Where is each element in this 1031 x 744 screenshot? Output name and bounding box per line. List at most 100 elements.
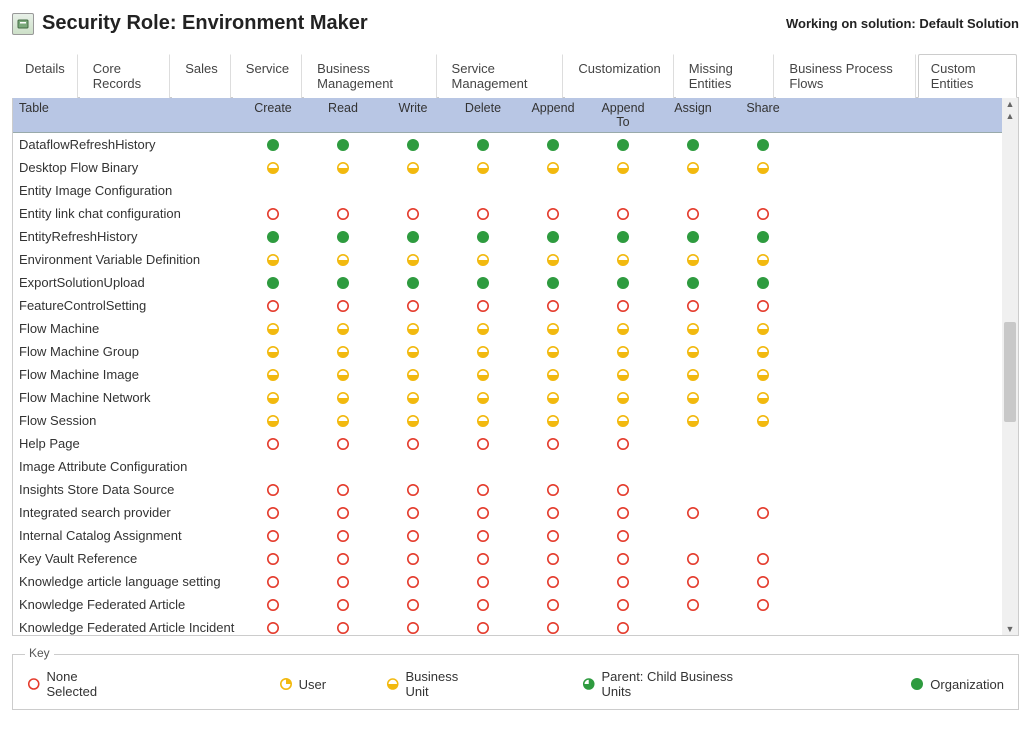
privilege-cell[interactable] (658, 299, 728, 313)
privilege-cell[interactable] (378, 299, 448, 313)
privilege-cell[interactable] (658, 138, 728, 152)
privilege-cell[interactable] (658, 253, 728, 267)
privilege-cell[interactable] (448, 529, 518, 543)
privilege-cell[interactable] (588, 322, 658, 336)
privilege-cell[interactable] (588, 299, 658, 313)
privilege-cell[interactable] (448, 345, 518, 359)
privilege-cell[interactable] (658, 552, 728, 566)
tab-service[interactable]: Service (233, 54, 302, 98)
privilege-cell[interactable] (448, 575, 518, 589)
privilege-cell[interactable] (518, 230, 588, 244)
privilege-cell[interactable] (308, 138, 378, 152)
privilege-cell[interactable] (448, 253, 518, 267)
privilege-cell[interactable] (448, 207, 518, 221)
privilege-cell[interactable] (308, 598, 378, 612)
privilege-cell[interactable] (518, 552, 588, 566)
privilege-cell[interactable] (658, 506, 728, 520)
privilege-cell[interactable] (378, 207, 448, 221)
privilege-cell[interactable] (728, 207, 798, 221)
privilege-cell[interactable] (518, 161, 588, 175)
privilege-cell[interactable] (448, 483, 518, 497)
privilege-cell[interactable] (658, 230, 728, 244)
privilege-cell[interactable] (378, 138, 448, 152)
privilege-cell[interactable] (238, 506, 308, 520)
privilege-cell[interactable] (588, 391, 658, 405)
privilege-cell[interactable] (238, 322, 308, 336)
privilege-cell[interactable] (518, 529, 588, 543)
tab-missing-entities[interactable]: Missing Entities (676, 54, 775, 98)
privilege-cell[interactable] (448, 506, 518, 520)
scroll-down-arrow[interactable]: ▼ (1005, 623, 1016, 635)
privilege-cell[interactable] (308, 207, 378, 221)
privilege-cell[interactable] (658, 368, 728, 382)
privilege-cell[interactable] (378, 161, 448, 175)
privilege-cell[interactable] (658, 414, 728, 428)
privilege-cell[interactable] (728, 391, 798, 405)
privilege-cell[interactable] (308, 483, 378, 497)
privilege-cell[interactable] (588, 598, 658, 612)
privilege-cell[interactable] (658, 276, 728, 290)
privilege-cell[interactable] (238, 299, 308, 313)
privilege-cell[interactable] (378, 552, 448, 566)
privilege-cell[interactable] (378, 575, 448, 589)
privilege-cell[interactable] (728, 276, 798, 290)
privilege-cell[interactable] (448, 414, 518, 428)
privilege-cell[interactable] (378, 483, 448, 497)
privilege-cell[interactable] (518, 506, 588, 520)
privilege-cell[interactable] (448, 138, 518, 152)
privilege-cell[interactable] (518, 253, 588, 267)
privilege-cell[interactable] (588, 207, 658, 221)
privilege-cell[interactable] (448, 230, 518, 244)
privilege-cell[interactable] (238, 161, 308, 175)
privilege-cell[interactable] (308, 299, 378, 313)
privilege-cell[interactable] (238, 230, 308, 244)
tab-customization[interactable]: Customization (565, 54, 673, 98)
privilege-cell[interactable] (728, 552, 798, 566)
privilege-cell[interactable] (238, 414, 308, 428)
privilege-cell[interactable] (658, 391, 728, 405)
tab-service-management[interactable]: Service Management (439, 54, 564, 98)
privilege-cell[interactable] (588, 575, 658, 589)
privilege-cell[interactable] (238, 276, 308, 290)
privilege-cell[interactable] (238, 253, 308, 267)
vertical-scrollbar[interactable]: ▲ ▲ ▼ (1002, 98, 1018, 635)
privilege-cell[interactable] (238, 598, 308, 612)
privilege-cell[interactable] (238, 437, 308, 451)
privilege-cell[interactable] (518, 138, 588, 152)
privilege-cell[interactable] (378, 414, 448, 428)
privilege-cell[interactable] (238, 345, 308, 359)
privilege-cell[interactable] (518, 621, 588, 635)
privilege-cell[interactable] (518, 276, 588, 290)
privilege-cell[interactable] (308, 552, 378, 566)
privilege-cell[interactable] (588, 506, 658, 520)
privilege-cell[interactable] (658, 322, 728, 336)
privilege-cell[interactable] (588, 621, 658, 635)
privilege-cell[interactable] (448, 552, 518, 566)
privilege-cell[interactable] (238, 483, 308, 497)
privilege-cell[interactable] (728, 414, 798, 428)
privilege-cell[interactable] (588, 253, 658, 267)
privilege-cell[interactable] (448, 276, 518, 290)
privilege-cell[interactable] (378, 598, 448, 612)
privilege-cell[interactable] (378, 391, 448, 405)
privilege-cell[interactable] (448, 598, 518, 612)
privilege-cell[interactable] (588, 483, 658, 497)
privilege-cell[interactable] (238, 138, 308, 152)
privilege-cell[interactable] (728, 299, 798, 313)
privilege-cell[interactable] (728, 598, 798, 612)
privilege-cell[interactable] (308, 322, 378, 336)
privilege-cell[interactable] (728, 506, 798, 520)
privilege-cell[interactable] (378, 322, 448, 336)
privilege-cell[interactable] (518, 414, 588, 428)
privilege-cell[interactable] (238, 529, 308, 543)
privilege-cell[interactable] (658, 161, 728, 175)
privilege-cell[interactable] (728, 230, 798, 244)
privilege-cell[interactable] (518, 598, 588, 612)
privilege-cell[interactable] (308, 621, 378, 635)
privilege-cell[interactable] (518, 437, 588, 451)
privilege-cell[interactable] (308, 276, 378, 290)
privilege-cell[interactable] (728, 575, 798, 589)
privilege-cell[interactable] (308, 253, 378, 267)
privilege-cell[interactable] (308, 391, 378, 405)
privilege-cell[interactable] (448, 322, 518, 336)
